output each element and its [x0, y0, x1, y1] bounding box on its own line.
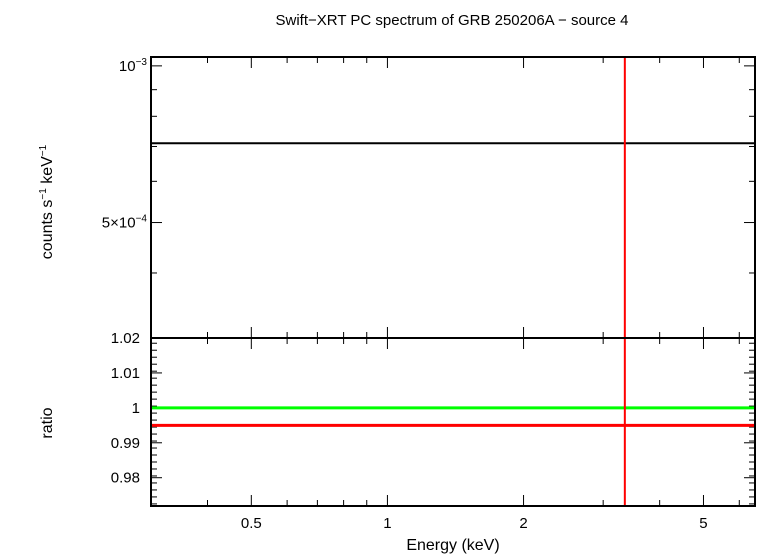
ratio-panel: 1.02 1.01 1 0.99 0.98 0.5 1 2 5 — [111, 330, 756, 532]
spectrum-panel: 10−3 5×10−4 — [102, 56, 756, 339]
x-tick-label: 2 — [519, 515, 527, 532]
x-tick-label: 5 — [699, 515, 707, 532]
ylabel-exponent: −1 — [38, 188, 49, 200]
spectrum-frame — [150, 56, 756, 339]
ratio-y-tick-label: 0.98 — [111, 470, 140, 487]
ratio-y-tick-label: 1.02 — [111, 330, 140, 347]
ylabel-text: counts s — [39, 200, 56, 260]
ylabel-text: keV — [39, 156, 56, 188]
ratio-y-tick-label: 1.01 — [111, 365, 140, 382]
ratio-frame — [150, 337, 756, 507]
ratio-y-tick-label: 0.99 — [111, 435, 140, 452]
tick-exponent: −3 — [136, 57, 148, 68]
tick-base: 10 — [119, 58, 136, 75]
tick-base: 5×10 — [102, 215, 136, 232]
top-y-tick-label: 5×10−4 — [102, 214, 148, 232]
x-axis-label: Energy (keV) — [406, 537, 499, 554]
ylabel-exponent: −1 — [38, 144, 49, 156]
ratio-y-tick-label: 1 — [132, 400, 140, 417]
y-axis-label-counts: counts s−1 keV−1 — [38, 144, 56, 259]
top-y-tick-label: 10−3 — [119, 57, 148, 75]
x-tick-label: 1 — [383, 515, 391, 532]
x-tick-label: 0.5 — [241, 515, 262, 532]
chart-title: Swift−XRT PC spectrum of GRB 250206A − s… — [276, 12, 629, 29]
y-axis-label-ratio: ratio — [39, 407, 56, 438]
tick-exponent: −4 — [136, 214, 148, 225]
